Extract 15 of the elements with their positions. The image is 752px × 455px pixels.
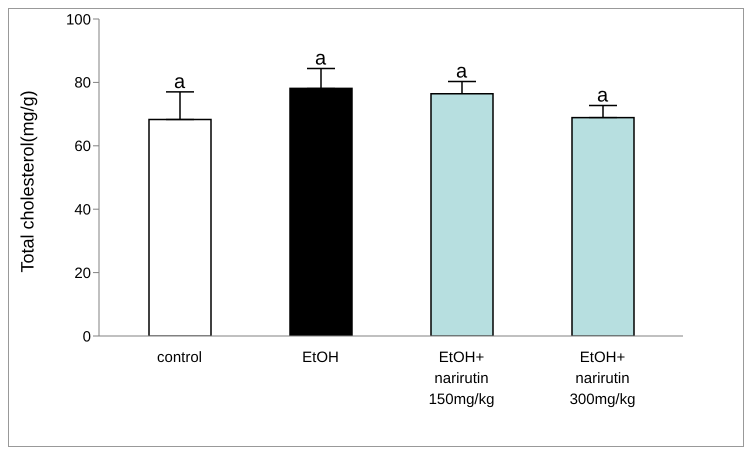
y-axis-title: Total cholesterol(mg/g) [17,90,38,272]
annotation: a [314,47,327,70]
annotation: a [456,60,468,82]
y-tick-label: 40 [74,202,91,219]
x-tick-label: control [156,349,202,366]
y-tick-label: 80 [74,74,91,92]
annotation: a [596,84,609,107]
x-tick-label: EtOH [302,349,339,366]
x-tick-label: EtOH+ narirutin 150mg/kg [428,349,494,408]
annotation: a [174,70,186,93]
y-tick-label: 100 [66,11,91,28]
y-tick-label: 20 [74,264,91,282]
y-tick-label: 60 [74,138,91,156]
y-tick-label: 0 [82,328,91,346]
x-tick-label: EtOH+ narirutin 300mg/kg [570,349,636,408]
